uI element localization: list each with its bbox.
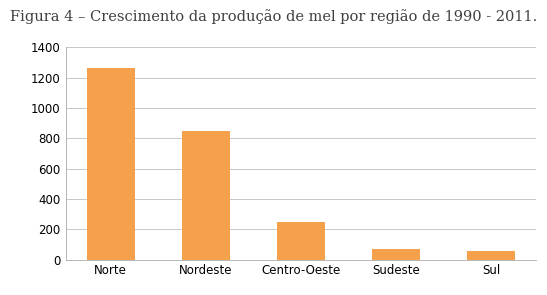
Bar [277,222,324,260]
Bar [372,249,420,260]
Text: Figura 4 – Crescimento da produção de mel por região de 1990 - 2011.: Figura 4 – Crescimento da produção de me… [10,9,537,24]
Bar [467,251,515,260]
Bar [87,68,135,260]
Bar [182,131,230,260]
